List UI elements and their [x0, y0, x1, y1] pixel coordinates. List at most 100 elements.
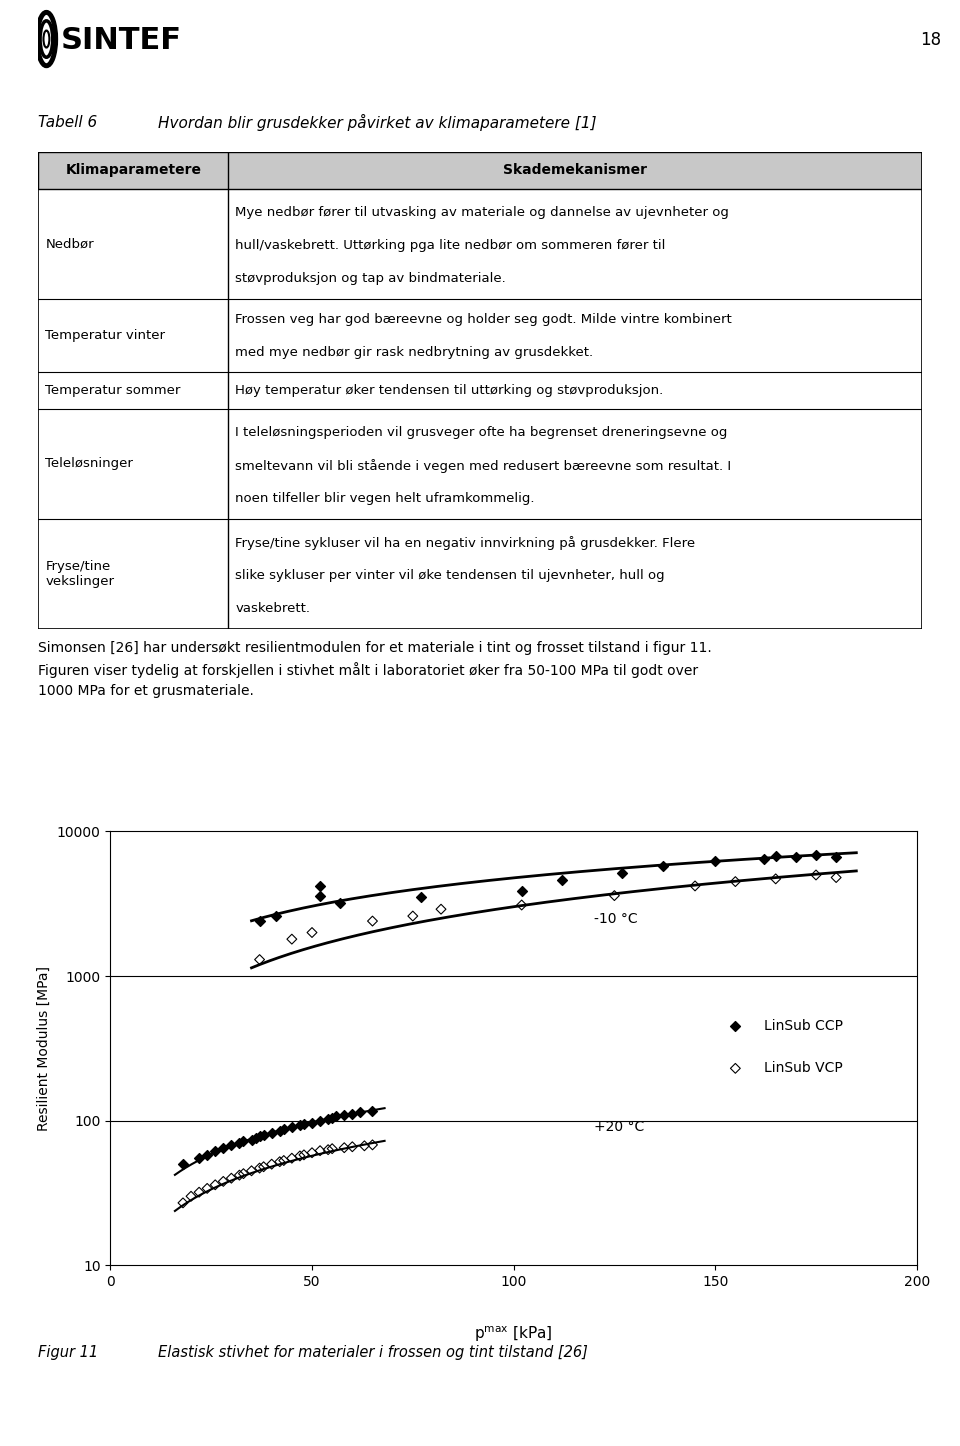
Text: Fryse/tine sykluser vil ha en negativ innvirkning på grusdekker. Flere: Fryse/tine sykluser vil ha en negativ in… [235, 536, 695, 549]
Point [236, 1163, 252, 1186]
Text: Simonsen [26] har undersøkt resilientmodulen for et materiale i tint og frosset : Simonsen [26] har undersøkt resilientmod… [38, 641, 712, 698]
Point [728, 1015, 743, 1038]
Point [768, 868, 783, 891]
Point [345, 1135, 360, 1158]
Point [224, 1167, 239, 1190]
Text: Temperatur vinter: Temperatur vinter [45, 328, 165, 341]
Text: smeltevann vil bli stående i vegen med redusert bæreevne som resultat. I: smeltevann vil bli stående i vegen med r… [235, 458, 732, 473]
Point [292, 1113, 307, 1137]
Text: Tabell 6: Tabell 6 [38, 116, 98, 130]
Point [244, 1160, 259, 1183]
Point [200, 1177, 215, 1200]
Point [191, 1180, 206, 1203]
Text: SINTEF: SINTEF [60, 26, 181, 55]
Point [284, 1116, 300, 1139]
Text: Fryse/tine
vekslinger: Fryse/tine vekslinger [45, 560, 114, 589]
Point [268, 905, 283, 928]
Point [252, 1157, 267, 1180]
Text: Høy temperatur øker tendensen til uttørking og støvproduksjon.: Høy temperatur øker tendensen til uttørk… [235, 385, 663, 396]
Point [216, 1170, 231, 1193]
Point [365, 910, 380, 933]
Point [216, 1137, 231, 1160]
Point [332, 891, 348, 914]
Point [607, 884, 622, 907]
Point [297, 1144, 312, 1167]
Point [176, 1152, 191, 1176]
Point [304, 1111, 320, 1134]
Point [312, 884, 327, 907]
Point [405, 905, 420, 928]
Point [264, 1152, 279, 1176]
Point [256, 1155, 272, 1178]
Point [231, 1131, 247, 1154]
Point [297, 1112, 312, 1135]
Y-axis label: Resilient Modulus [MPa]: Resilient Modulus [MPa] [37, 966, 51, 1131]
Point [183, 1184, 199, 1207]
Point [252, 910, 267, 933]
Text: 18: 18 [920, 30, 941, 49]
Text: p$^{\mathregular{max}}$ [kPa]: p$^{\mathregular{max}}$ [kPa] [474, 1325, 553, 1345]
Point [614, 860, 630, 884]
Point [708, 850, 723, 873]
Bar [38, 152, 922, 188]
Text: Temperatur sommer: Temperatur sommer [45, 385, 180, 396]
Point [365, 1100, 380, 1124]
Text: vaskebrett.: vaskebrett. [235, 603, 310, 616]
Point [768, 844, 783, 868]
Point [176, 1192, 191, 1215]
Text: -10 °C: -10 °C [594, 911, 637, 925]
Point [324, 1106, 340, 1129]
Point [256, 1124, 272, 1147]
Text: med mye nedbør gir rask nedbrytning av grusdekket.: med mye nedbør gir rask nedbrytning av g… [235, 346, 593, 359]
Point [554, 869, 569, 892]
Point [337, 1137, 352, 1160]
Text: +20 °C: +20 °C [594, 1119, 644, 1134]
Point [357, 1134, 372, 1157]
Text: Klimaparametere: Klimaparametere [65, 163, 202, 178]
Text: Teleløsninger: Teleløsninger [45, 457, 133, 470]
Text: Nedbør: Nedbør [45, 237, 94, 250]
Point [728, 870, 743, 894]
Point [321, 1108, 336, 1131]
Point [276, 1118, 292, 1141]
Text: Figur 11: Figur 11 [38, 1345, 99, 1359]
Point [200, 1144, 215, 1167]
Point [304, 1141, 320, 1164]
Point [284, 927, 300, 950]
Point [272, 1119, 287, 1142]
Point [324, 1137, 340, 1160]
Text: Frossen veg har god bæreevne og holder seg godt. Milde vintre kombinert: Frossen veg har god bæreevne og holder s… [235, 314, 732, 327]
Point [514, 894, 529, 917]
Text: LinSub VCP: LinSub VCP [763, 1061, 842, 1076]
Text: Hvordan blir grusdekker påvirket av klimaparametere [1]: Hvordan blir grusdekker påvirket av klim… [157, 114, 596, 132]
Point [312, 875, 327, 898]
Point [352, 1100, 368, 1124]
Point [284, 1147, 300, 1170]
Text: I teleløsningsperioden vil grusveger ofte ha begrenset dreneringsevne og: I teleløsningsperioden vil grusveger oft… [235, 427, 728, 440]
Point [231, 1164, 247, 1187]
Point [788, 844, 804, 868]
Point [207, 1139, 223, 1163]
Point [756, 847, 771, 870]
Point [808, 843, 824, 866]
Point [828, 866, 844, 889]
Point [236, 1129, 252, 1152]
Point [312, 1139, 327, 1163]
Point [337, 1103, 352, 1126]
Point [292, 1144, 307, 1167]
Point [514, 879, 529, 902]
Point [687, 875, 703, 898]
Text: Mye nedbør fører til utvasking av materiale og dannelse av ujevnheter og: Mye nedbør fører til utvasking av materi… [235, 205, 730, 218]
Point [224, 1134, 239, 1157]
Point [207, 1173, 223, 1196]
Point [191, 1147, 206, 1170]
Point [252, 1125, 267, 1148]
Point [655, 855, 670, 878]
Point [365, 1134, 380, 1157]
Point [312, 1109, 327, 1132]
Point [244, 1128, 259, 1151]
Text: støvproduksjon og tap av bindmateriale.: støvproduksjon og tap av bindmateriale. [235, 272, 506, 285]
Point [433, 898, 448, 921]
Point [328, 1105, 344, 1128]
Point [321, 1138, 336, 1161]
